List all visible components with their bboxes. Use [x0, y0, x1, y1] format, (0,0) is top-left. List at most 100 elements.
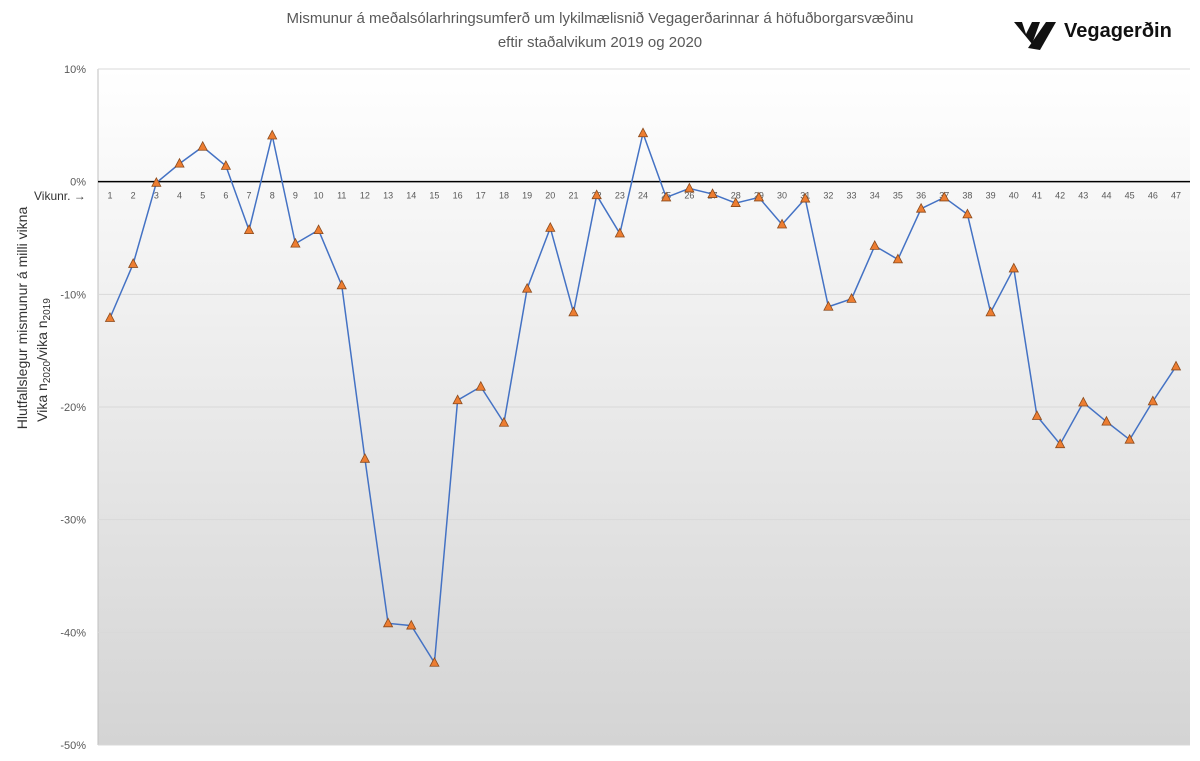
x-tick-label: 32 — [823, 191, 833, 201]
marker — [128, 258, 139, 268]
marker — [776, 218, 788, 229]
x-tick-label: 26 — [684, 191, 694, 201]
marker — [174, 157, 185, 168]
marker — [197, 140, 208, 151]
y-tick-label: -20% — [60, 402, 86, 414]
x-tick-label: 3 — [154, 191, 159, 201]
x-tick-label: 10 — [314, 191, 324, 201]
y-tick-label: 10% — [64, 64, 86, 76]
x-tick-label: 20 — [545, 191, 555, 201]
x-tick-label: 33 — [847, 191, 857, 201]
logo: Vegagerðin — [1014, 20, 1172, 50]
x-tick-label: 14 — [406, 191, 416, 201]
y-label-part: /vika n — [34, 320, 50, 360]
x-tick-label: 23 — [615, 191, 625, 201]
marker — [985, 306, 996, 317]
marker — [521, 282, 533, 293]
x-tick-label: 8 — [270, 191, 275, 201]
y-tick-label: -50% — [60, 740, 86, 752]
marker — [1078, 396, 1089, 407]
x-tick-label: 43 — [1078, 191, 1088, 201]
marker — [336, 279, 347, 290]
marker — [243, 224, 255, 235]
marker — [475, 380, 486, 391]
chart-title: Mismunur á meðalsólarhringsumferð um lyk… — [287, 10, 914, 27]
x-tick-label: 28 — [731, 191, 741, 201]
x-tick-label: 17 — [476, 191, 486, 201]
x-tick-label: 5 — [200, 191, 205, 201]
x-tick-label: 40 — [1009, 191, 1019, 201]
marker — [452, 394, 463, 405]
marker — [1147, 395, 1158, 406]
marker — [220, 160, 232, 170]
y-tick-label: -40% — [60, 627, 86, 639]
x-tick-label: 36 — [916, 191, 926, 201]
marker — [962, 208, 973, 219]
marker — [753, 191, 765, 202]
marker — [846, 292, 857, 303]
x-tick-label: 7 — [247, 191, 252, 201]
x-tick-label: 15 — [429, 191, 439, 201]
marker — [406, 619, 417, 630]
logo-text: Vegagerðin — [1064, 20, 1172, 42]
marker — [1101, 415, 1112, 426]
marker — [104, 312, 116, 322]
marker — [869, 240, 880, 250]
marker — [313, 224, 324, 235]
x-tick-label: 35 — [893, 191, 903, 201]
marker — [661, 191, 672, 202]
x-tick-label: 4 — [177, 191, 182, 201]
x-tick-label: 42 — [1055, 191, 1065, 201]
x-tick-label: 6 — [223, 191, 228, 201]
x-tick-label: 16 — [453, 191, 463, 201]
x-axis-label: Vikunr. → — [34, 189, 86, 203]
marker — [915, 202, 927, 213]
marker — [1008, 262, 1019, 273]
x-tick-label: 24 — [638, 191, 648, 201]
x-tick-label: 39 — [986, 191, 996, 201]
marker — [684, 182, 695, 193]
marker — [382, 617, 394, 628]
marker — [267, 129, 278, 140]
x-tick-label: 21 — [568, 191, 578, 201]
y-tick-label: -30% — [60, 515, 86, 527]
marker — [591, 189, 602, 200]
marker — [290, 237, 301, 248]
x-tick-label: 44 — [1101, 191, 1111, 201]
marker — [892, 253, 904, 264]
y-axis-label: Hlutfallslegur mismunur á milli vikna — [14, 207, 30, 430]
x-tick-label: 34 — [870, 191, 880, 201]
marker — [545, 222, 556, 232]
x-tick-label: 30 — [777, 191, 787, 201]
marker — [151, 176, 162, 187]
y-axis-label-2: Vika n2020/vika n2019 — [34, 298, 53, 422]
chart-subtitle: eftir staðalvikum 2019 og 2020 — [498, 34, 702, 51]
marker — [359, 452, 371, 463]
x-tick-label: 19 — [522, 191, 532, 201]
marker — [429, 656, 440, 667]
marker — [800, 192, 811, 203]
marker — [1170, 360, 1182, 371]
x-tick-label: 46 — [1148, 191, 1158, 201]
marker — [939, 191, 950, 202]
x-tick-label: 11 — [337, 191, 346, 201]
x-tick-label: 9 — [293, 191, 298, 201]
marker — [707, 188, 718, 198]
y-label-part: Vika n — [34, 383, 50, 422]
marker — [1124, 433, 1135, 444]
marker — [823, 300, 834, 311]
marker — [568, 306, 579, 317]
marker — [637, 127, 649, 138]
x-tick-label: 13 — [383, 191, 393, 201]
x-tick-label: 12 — [360, 191, 370, 201]
x-tick-label: 18 — [499, 191, 509, 201]
x-tick-label: 41 — [1032, 191, 1042, 201]
x-tick-label: 2 — [131, 191, 136, 201]
x-tick-label: 45 — [1125, 191, 1135, 201]
x-tick-label: 38 — [962, 191, 972, 201]
y-label-sub: 2019 — [42, 298, 53, 321]
marker — [614, 227, 625, 238]
marker — [1054, 438, 1066, 449]
x-tick-label: 1 — [107, 191, 112, 201]
